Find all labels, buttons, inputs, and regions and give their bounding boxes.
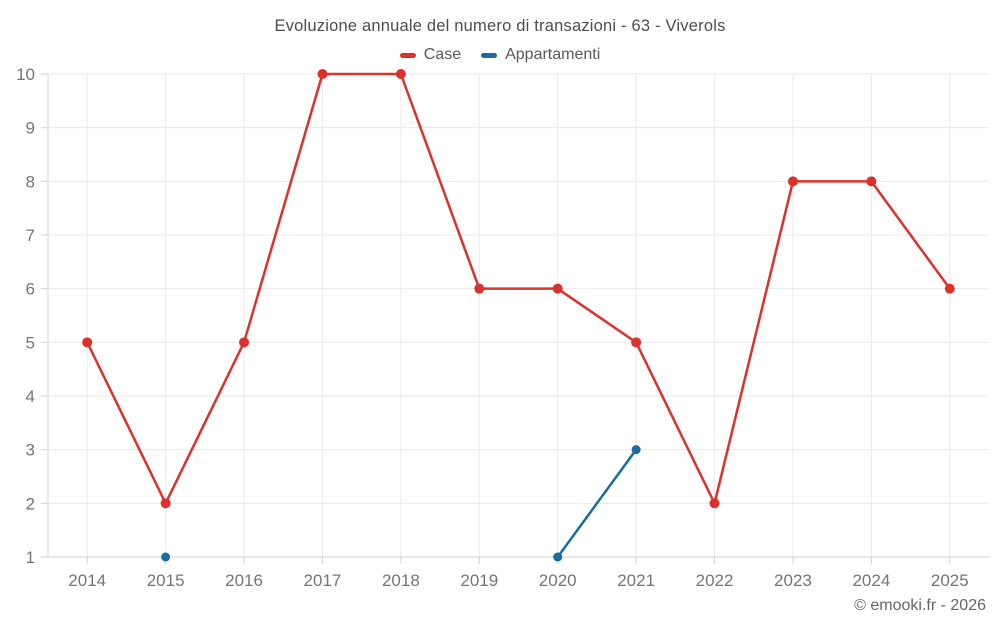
legend-label: Appartamenti (505, 46, 601, 63)
x-axis-label-2020: 2020 (539, 571, 577, 590)
case-point-2019[interactable] (474, 283, 485, 294)
y-axis-label-2: 2 (26, 494, 35, 513)
x-axis-label-2023: 2023 (774, 571, 812, 590)
y-axis-label-9: 9 (26, 119, 35, 138)
y-axis-label-4: 4 (26, 387, 35, 406)
x-axis-label-2018: 2018 (382, 571, 420, 590)
legend-item-case[interactable]: Case (399, 46, 462, 64)
y-axis-label-7: 7 (26, 226, 35, 245)
x-axis-label-2014: 2014 (68, 571, 106, 590)
case-point-2025[interactable] (944, 283, 955, 294)
case-line-segment (713, 180, 795, 505)
y-axis-label-5: 5 (26, 333, 35, 352)
x-axis-label-2015: 2015 (147, 571, 185, 590)
case-point-2023[interactable] (787, 176, 798, 187)
x-axis-label-2024: 2024 (852, 571, 890, 590)
x-axis-label-2017: 2017 (304, 571, 342, 590)
legend-item-appartamenti[interactable]: Appartamenti (481, 46, 600, 64)
chart-title: Evoluzione annuale del numero di transaz… (274, 17, 726, 35)
x-axis-label-2021: 2021 (617, 571, 655, 590)
x-axis-label-2022: 2022 (696, 571, 734, 590)
case-point-2018[interactable] (395, 69, 406, 79)
appartamenti-point-2021[interactable] (631, 445, 641, 455)
x-axis-label-2016: 2016 (225, 571, 263, 590)
y-axis-label-6: 6 (26, 280, 35, 299)
y-axis-label-1: 1 (26, 548, 35, 567)
x-axis-label-2019: 2019 (460, 571, 498, 590)
legend-swatch-appartamenti (481, 52, 498, 58)
footer-credit: © emooki.fr - 2026 (854, 597, 986, 614)
appartamenti-point-2015[interactable] (161, 552, 171, 562)
case-line-segment (870, 180, 952, 290)
appartamenti-line-segment (556, 448, 638, 559)
case-point-2014[interactable] (82, 337, 93, 348)
case-point-2020[interactable] (552, 283, 563, 294)
case-line-segment (164, 341, 246, 505)
y-axis-label-8: 8 (26, 172, 35, 191)
legend-label: Case (423, 46, 462, 63)
y-axis-label-10: 10 (16, 65, 35, 84)
legend-swatch-case (399, 52, 416, 58)
y-axis-label-3: 3 (26, 441, 35, 460)
case-point-2015[interactable] (160, 498, 171, 509)
case-point-2021[interactable] (631, 337, 642, 348)
case-line-segment (242, 72, 324, 344)
chart-legend: Case Appartamenti (0, 46, 1000, 64)
case-line-segment (634, 341, 716, 505)
case-point-2017[interactable] (317, 69, 328, 79)
appartamenti-point-2020[interactable] (553, 552, 563, 562)
case-point-2022[interactable] (709, 498, 720, 509)
case-point-2016[interactable] (239, 337, 250, 348)
case-point-2024[interactable] (866, 176, 877, 187)
x-axis-label-2025: 2025 (931, 571, 969, 590)
case-line-segment (399, 72, 481, 290)
case-line-segment (85, 341, 167, 505)
case-line-segment (556, 287, 638, 344)
